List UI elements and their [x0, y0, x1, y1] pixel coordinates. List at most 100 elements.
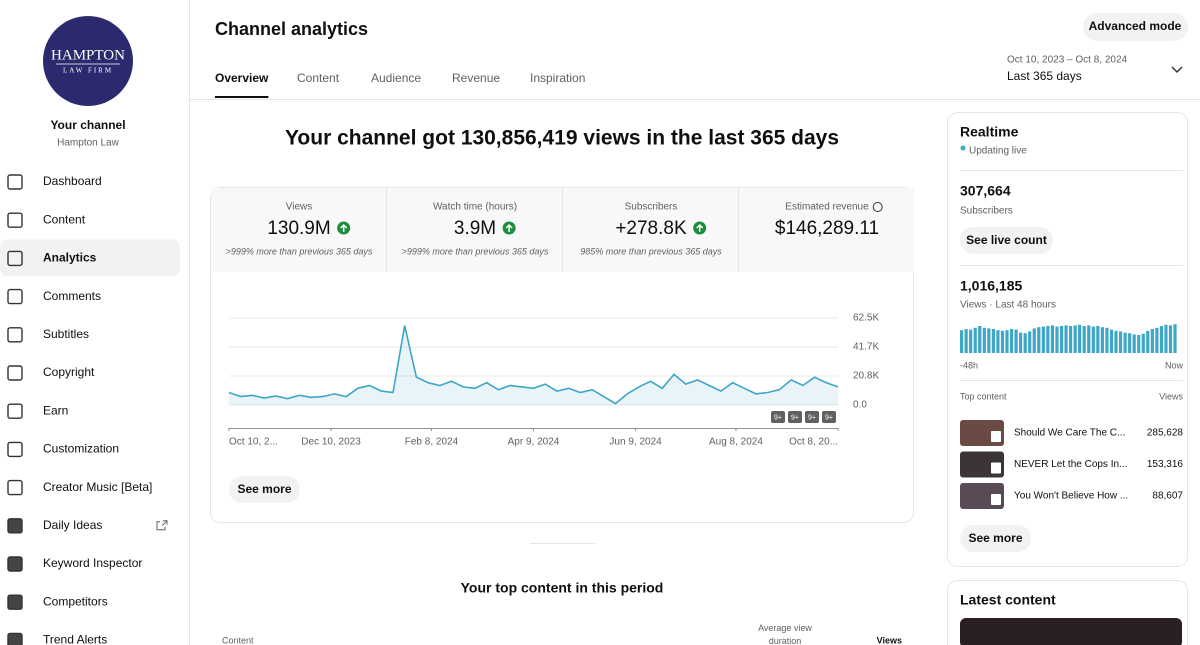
tab-underline	[215, 96, 269, 98]
x-tick-label: Aug 8, 2024	[709, 437, 763, 448]
metric-tab[interactable]	[739, 188, 914, 272]
nav-item[interactable]: Creator Music [Beta]	[43, 480, 152, 494]
realtime-bar	[1014, 329, 1018, 353]
realtime-bar	[1100, 327, 1104, 353]
nav-icon	[7, 441, 23, 458]
video-badge[interactable]	[822, 411, 836, 423]
metrics: Views 130.9M >999% more than previous 365 …	[211, 188, 914, 272]
realtime-bar	[1064, 325, 1068, 353]
nav-item[interactable]: Daily Ideas	[43, 518, 102, 532]
trend-arrow	[696, 223, 704, 232]
external-link-icon	[156, 520, 168, 531]
metric-value: 3.9M	[454, 218, 496, 239]
video-badge[interactable]	[805, 411, 819, 423]
thumbnail-badge	[991, 494, 1001, 505]
nav-item[interactable]: Earn	[43, 403, 68, 417]
latest-thumbnail[interactable]	[960, 618, 1182, 645]
realtime-chart	[960, 324, 1177, 353]
nav-icon	[7, 518, 23, 534]
realtime-bar	[1096, 326, 1100, 353]
metric-value: 130.9M	[267, 218, 330, 239]
info-icon	[872, 202, 883, 212]
realtime-bar	[1137, 335, 1141, 353]
nav-icon	[7, 556, 23, 572]
realtime-bar	[1005, 330, 1009, 353]
metric-tab[interactable]	[387, 188, 562, 272]
realtime-bar	[1128, 333, 1132, 353]
realtime-bar	[1023, 333, 1027, 353]
nav-icon	[7, 365, 23, 381]
realtime-bar	[1141, 333, 1145, 353]
nav-item[interactable]: Analytics	[43, 251, 97, 265]
metric-tab[interactable]	[211, 188, 386, 272]
x-start-label: -48h	[960, 360, 978, 370]
nav-icon	[7, 250, 23, 267]
thumbnail-badge	[991, 431, 1001, 442]
period-dropdown[interactable]	[1171, 66, 1183, 74]
top-content-list: Should We Care The C... 285,628 NEVER Let …	[960, 420, 1183, 509]
video-badge[interactable]	[788, 411, 802, 423]
subscribers-label: Subscribers	[960, 206, 1013, 217]
nav-item[interactable]: Copyright	[43, 365, 95, 379]
nav-item[interactable]: Customization	[43, 442, 119, 456]
realtime-bar	[1032, 328, 1036, 353]
nav-item[interactable]: Keyword Inspector	[43, 556, 142, 570]
tab[interactable]: Inspiration	[530, 71, 585, 85]
nav-icon	[7, 632, 23, 645]
realtime-bar	[1055, 326, 1059, 353]
page-title: Channel analytics	[215, 19, 368, 39]
y-tick-label: 62.5K	[853, 313, 879, 324]
nav-icon	[7, 288, 23, 305]
metric-label: Subscribers	[625, 202, 678, 213]
period: Last 365 days	[1007, 69, 1082, 83]
nav-item[interactable]: Dashboard	[43, 174, 102, 188]
advanced-mode-label: Advanced mode	[1089, 19, 1182, 33]
realtime-bar	[1132, 334, 1136, 353]
tabs: Overview Content Audience Revenue Inspiratio…	[215, 71, 585, 98]
tab[interactable]: Revenue	[452, 71, 500, 85]
video-badge[interactable]	[771, 411, 785, 423]
x-tick-label: Apr 9, 2024	[508, 437, 560, 448]
see-more-button[interactable]	[960, 525, 1031, 552]
tab[interactable]: Audience	[371, 71, 421, 85]
video-title[interactable]: Should We Care The C...	[1014, 428, 1125, 439]
realtime-bar	[1091, 326, 1095, 353]
x-end-label: Now	[1165, 360, 1184, 370]
see-more-label: See more	[237, 482, 291, 496]
video-badge-label: 9+	[791, 414, 799, 421]
realtime-bar	[1168, 325, 1173, 353]
nav-item[interactable]: Trend Alerts	[43, 633, 107, 645]
realtime-bar	[1146, 330, 1150, 353]
nav-item[interactable]: Competitors	[43, 594, 108, 608]
see-more-label: See more	[968, 531, 1022, 545]
realtime-bar	[1105, 327, 1109, 353]
video-views: 153,316	[1147, 459, 1184, 470]
video-badge-label: 9+	[825, 414, 833, 421]
realtime-bar	[1028, 331, 1032, 353]
see-more-button[interactable]	[229, 476, 300, 503]
realtime-title: Realtime	[960, 124, 1019, 140]
live-count-button[interactable]	[960, 227, 1053, 254]
metric-label: Watch time (hours)	[433, 202, 517, 213]
realtime-bar	[1000, 330, 1005, 353]
metric-label: Views	[286, 202, 313, 213]
channel-logo[interactable]	[43, 16, 133, 106]
tab[interactable]: Content	[297, 71, 340, 85]
nav-active	[0, 239, 180, 277]
nav-item[interactable]: Content	[43, 212, 86, 226]
metric-tab[interactable]	[563, 188, 738, 272]
logo-text: HAMPTON	[51, 47, 125, 63]
realtime-bar	[964, 329, 968, 353]
realtime-bar	[978, 326, 982, 353]
x-tick-label: Oct 8, 20...	[789, 437, 838, 448]
tab[interactable]: Overview	[215, 71, 269, 85]
video-title[interactable]: You Won't Believe How ...	[1014, 491, 1128, 502]
nav-item[interactable]: Subtitles	[43, 327, 89, 341]
advanced-mode-button[interactable]	[1083, 13, 1188, 41]
nav-item[interactable]: Comments	[43, 289, 101, 303]
realtime-bar	[1150, 329, 1154, 353]
video-title[interactable]: NEVER Let the Cops In...	[1014, 459, 1127, 470]
nav-icon	[7, 479, 23, 496]
realtime-bar	[996, 330, 1000, 353]
table-header: Views	[877, 635, 902, 645]
